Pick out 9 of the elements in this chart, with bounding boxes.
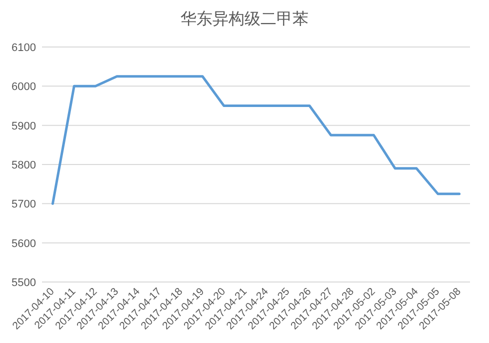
y-tick-label: 5900 [12, 120, 36, 132]
y-tick-label: 5800 [12, 160, 36, 172]
line-series [51, 75, 461, 205]
y-tick-label: 5700 [12, 198, 36, 211]
y-tick-label: 5500 [12, 277, 36, 289]
y-tick-label: 6100 [12, 42, 36, 54]
y-tick-label: 6000 [12, 81, 36, 94]
chart-title: 华东异构级二甲苯 [180, 10, 308, 28]
y-tick-label: 5600 [12, 238, 36, 250]
